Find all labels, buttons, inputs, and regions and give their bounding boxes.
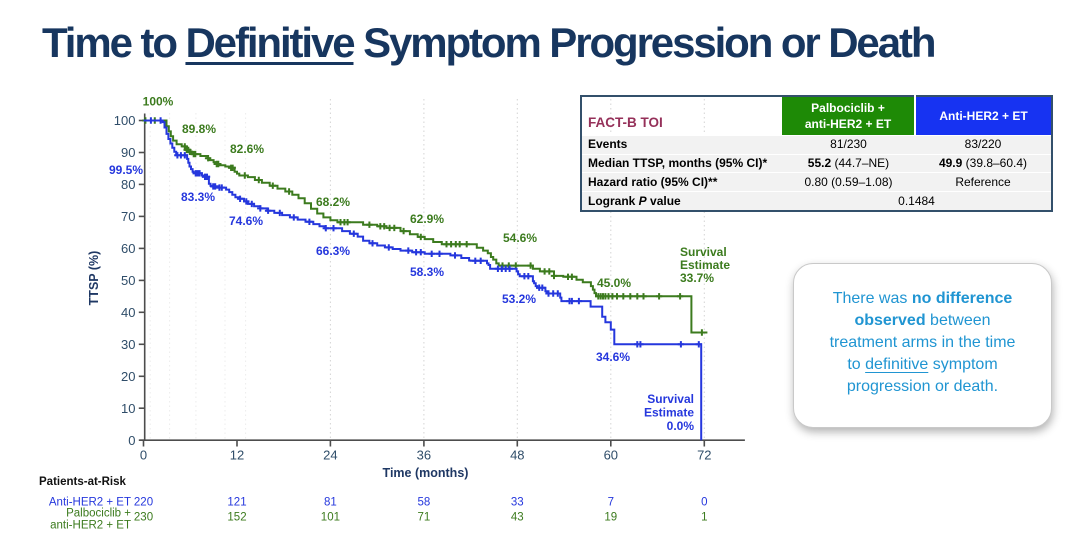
svg-text:66.3%: 66.3% (316, 244, 350, 258)
svg-text:220: 220 (134, 497, 153, 509)
svg-text:0: 0 (128, 433, 135, 448)
svg-text:60: 60 (121, 241, 135, 256)
svg-text:101: 101 (321, 512, 340, 524)
svg-text:70: 70 (121, 209, 135, 224)
svg-text:58.3%: 58.3% (410, 265, 444, 279)
svg-text:48: 48 (510, 448, 524, 463)
svg-text:89.8%: 89.8% (182, 122, 216, 136)
svg-text:Patients-at-Risk: Patients-at-Risk (39, 476, 127, 488)
svg-text:99.5%: 99.5% (109, 163, 143, 177)
svg-text:62.9%: 62.9% (410, 212, 444, 226)
svg-text:0: 0 (140, 448, 147, 463)
svg-text:82.6%: 82.6% (230, 142, 264, 156)
svg-text:10: 10 (121, 401, 135, 416)
svg-text:30: 30 (121, 337, 135, 352)
svg-text:90: 90 (121, 145, 135, 160)
svg-text:72: 72 (697, 448, 711, 463)
svg-text:68.2%: 68.2% (316, 195, 350, 209)
svg-text:19: 19 (604, 512, 617, 524)
svg-text:74.6%: 74.6% (229, 214, 263, 228)
svg-text:Estimate: Estimate (644, 406, 694, 420)
svg-text:100%: 100% (143, 95, 174, 109)
svg-text:33: 33 (511, 497, 524, 509)
svg-text:230: 230 (134, 512, 153, 524)
svg-text:24: 24 (323, 448, 337, 463)
svg-text:12: 12 (230, 448, 244, 463)
svg-text:54.6%: 54.6% (503, 231, 537, 245)
svg-text:Palbociclib +: Palbociclib + (66, 508, 131, 520)
svg-text:Survival: Survival (647, 392, 694, 406)
svg-text:1: 1 (701, 512, 707, 524)
svg-text:36: 36 (417, 448, 431, 463)
svg-text:33.7%: 33.7% (680, 271, 714, 285)
svg-text:43: 43 (511, 512, 524, 524)
svg-text:100: 100 (114, 113, 136, 128)
svg-text:Survival: Survival (680, 245, 727, 259)
svg-text:152: 152 (227, 512, 246, 524)
svg-text:Estimate: Estimate (680, 258, 730, 272)
svg-text:0.0%: 0.0% (667, 419, 695, 433)
svg-text:34.6%: 34.6% (596, 350, 630, 364)
svg-text:0: 0 (701, 497, 707, 509)
svg-text:40: 40 (121, 305, 135, 320)
svg-text:60: 60 (604, 448, 618, 463)
svg-text:80: 80 (121, 177, 135, 192)
svg-text:20: 20 (121, 369, 135, 384)
svg-text:58: 58 (418, 497, 431, 509)
svg-text:TTSP (%): TTSP (%) (87, 251, 101, 306)
svg-text:50: 50 (121, 273, 135, 288)
svg-text:Anti-HER2 + ET: Anti-HER2 + ET (49, 497, 131, 509)
svg-text:45.0%: 45.0% (597, 276, 631, 290)
svg-text:71: 71 (418, 512, 431, 524)
svg-text:7: 7 (608, 497, 614, 509)
svg-text:53.2%: 53.2% (502, 292, 536, 306)
svg-text:81: 81 (324, 497, 337, 509)
svg-text:83.3%: 83.3% (181, 190, 215, 204)
svg-text:Time (months): Time (months) (383, 466, 469, 480)
svg-text:anti-HER2 + ET: anti-HER2 + ET (50, 520, 131, 532)
svg-text:121: 121 (227, 497, 246, 509)
